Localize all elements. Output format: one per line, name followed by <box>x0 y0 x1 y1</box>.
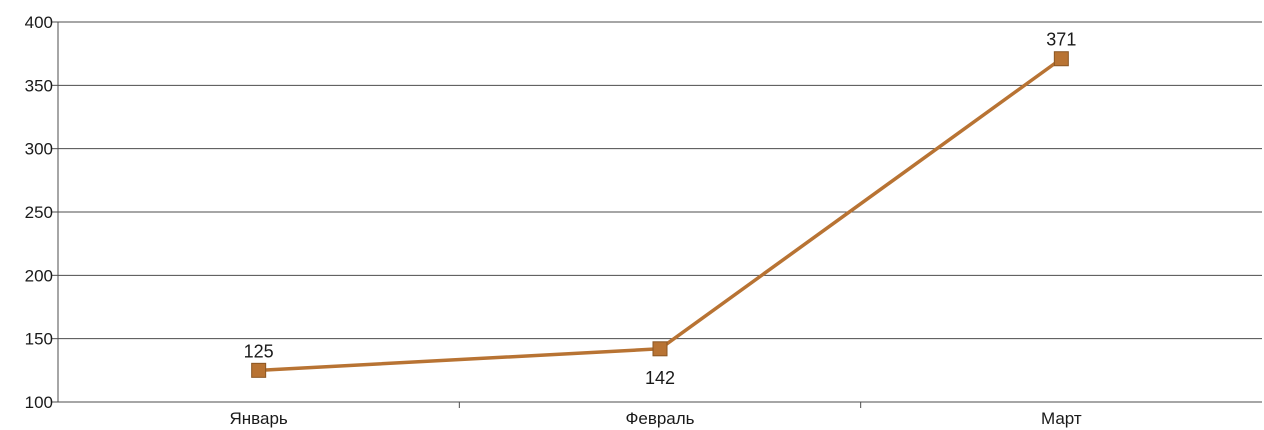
x-tick-label: Март <box>1041 409 1082 428</box>
y-tick-label: 200 <box>25 266 53 285</box>
data-point-marker <box>652 341 668 357</box>
data-point-marker <box>1053 51 1069 67</box>
y-tick-label: 350 <box>25 76 53 95</box>
y-tick-label: 150 <box>25 330 53 349</box>
x-tick-label: Февраль <box>625 409 694 428</box>
y-tick-label: 300 <box>25 140 53 159</box>
grid-layer <box>58 21 1262 340</box>
y-tick-label: 100 <box>25 393 53 412</box>
data-label: 125 <box>244 341 274 361</box>
y-tick-label: 400 <box>25 13 53 32</box>
data-point-marker <box>251 362 267 378</box>
label-layer: 125 142 371 <box>244 30 1077 388</box>
x-tick-label: Январь <box>230 409 288 428</box>
data-label: 142 <box>645 368 675 388</box>
y-tick-label: 250 <box>25 203 53 222</box>
series-line <box>258 57 1063 373</box>
data-label: 371 <box>1046 30 1076 50</box>
axis-layer: 100 150 200 250 300 350 400 Январь Февраль Март <box>25 13 1262 428</box>
series-layer <box>251 51 1069 378</box>
